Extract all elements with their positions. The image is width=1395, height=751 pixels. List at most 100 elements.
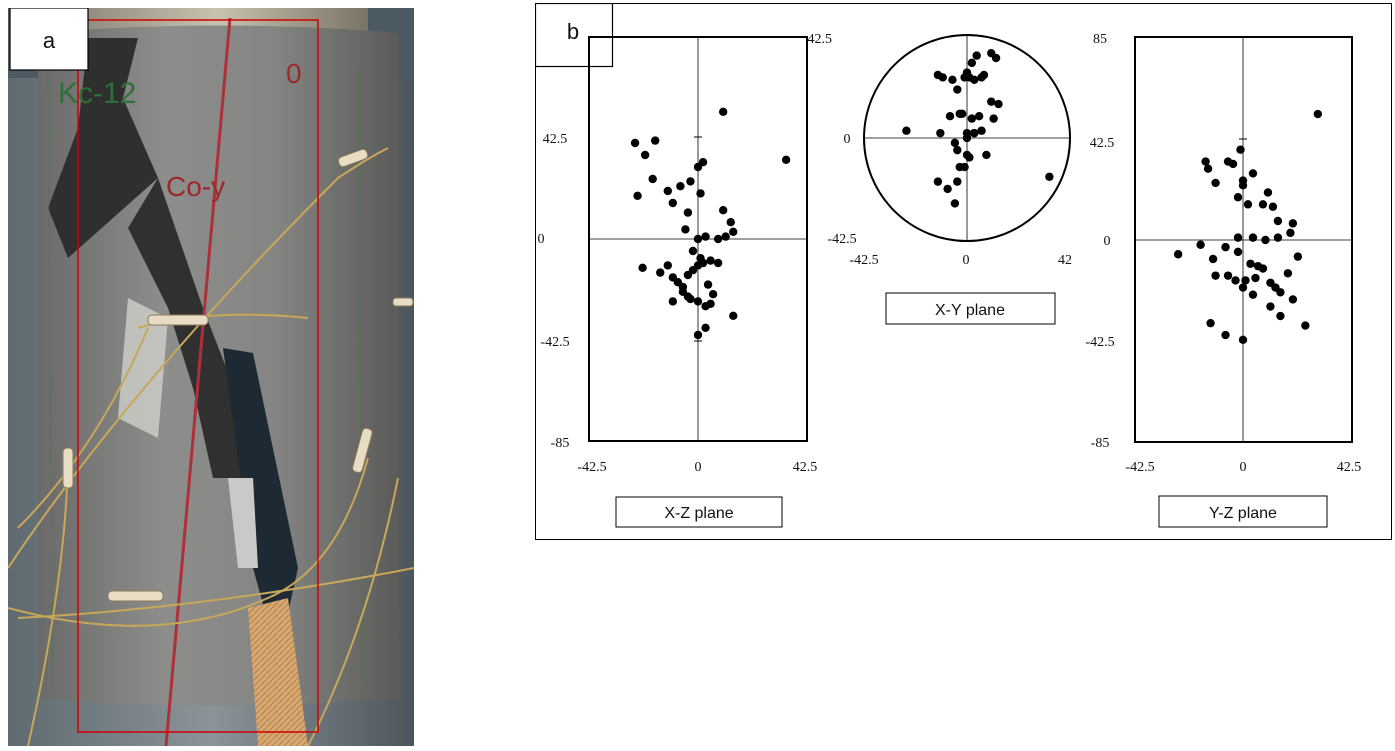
- yz-ytick: 85: [1093, 32, 1107, 47]
- xz-ae-event-point: [781, 155, 791, 164]
- panel-b-label: b: [567, 19, 579, 44]
- xy-ae-event-point: [933, 177, 943, 186]
- xz-ae-event-point: [693, 297, 703, 306]
- fracture-shear-band: [128, 178, 258, 478]
- yz-plane-label-box: [1158, 495, 1328, 528]
- xz-ae-event-point: [713, 258, 723, 268]
- guide-line-right: [357, 67, 364, 699]
- yz-ae-event-point: [1201, 157, 1210, 166]
- yz-ae-event-point: [1238, 181, 1248, 190]
- xy-corner-tick: 42.5: [808, 32, 833, 47]
- xz-ae-event-point: [701, 323, 710, 332]
- xy-ae-event-point: [994, 99, 1003, 109]
- figure-b: b -42.5 0 42.5 42.5 0 -42.5 -85 X-Z plan…: [534, 2, 1392, 540]
- yz-ae-event-point: [1273, 233, 1283, 242]
- xy-ae-event-point: [955, 109, 964, 118]
- xy-ae-event-point: [967, 114, 977, 123]
- specimen-photo: Kc-12 0 Co-y a: [7, 7, 415, 747]
- xz-xtick: 42.5: [793, 460, 818, 475]
- yz-ae-event-point: [1248, 169, 1258, 178]
- xy-ae-event-point: [965, 153, 974, 162]
- yz-ae-event-point: [1223, 157, 1233, 166]
- xz-ae-event-point: [698, 258, 708, 268]
- lvdt-probe: [228, 478, 258, 568]
- xz-ae-event-point: [683, 208, 693, 217]
- xy-ae-event-point: [948, 75, 957, 85]
- xy-ae-event-point: [953, 177, 962, 186]
- yz-ae-event-point: [1211, 271, 1220, 280]
- xz-plane-label: X-Z plane: [664, 505, 733, 522]
- yz-xtick: 42.5: [1337, 460, 1362, 475]
- xz-ae-event-point: [701, 232, 710, 241]
- xz-ae-event-point: [698, 158, 708, 167]
- yz-ae-event-point: [1236, 145, 1245, 154]
- yz-ae-event-point: [1258, 200, 1268, 209]
- yz-plane-chart: 85 42.5 0 -42.5 -85 -42.5 0 42.5 Y-Z pla…: [1085, 32, 1362, 528]
- yz-ae-event-point: [1243, 200, 1253, 209]
- yz-plot-border: [1134, 36, 1353, 443]
- yz-ytick: -42.5: [1085, 335, 1114, 350]
- yz-ae-event-point: [1233, 193, 1243, 202]
- xz-ae-event-point: [718, 107, 728, 117]
- xz-ae-event-point: [706, 256, 715, 265]
- yz-ae-event-point: [1313, 109, 1323, 119]
- panel-b-label-box: [534, 2, 614, 68]
- xz-ae-event-point: [703, 280, 713, 289]
- xy-ae-event-point: [943, 184, 952, 194]
- xz-ytick: -85: [551, 436, 570, 451]
- xy-ae-event-point: [989, 114, 998, 123]
- yz-ae-event-point: [1233, 233, 1243, 242]
- specimen-mark-axis: Co-y: [166, 171, 225, 202]
- xz-ae-event-point: [693, 234, 703, 244]
- region-of-interest-frame: [77, 19, 319, 733]
- yz-ae-event-point: [1221, 330, 1230, 340]
- yz-ytick: 42.5: [1090, 136, 1115, 151]
- xy-xtick: 0: [963, 253, 970, 268]
- panel-a-label-box: [9, 7, 89, 71]
- yz-ytick: -85: [1091, 436, 1110, 451]
- strain-gauges: [62, 148, 414, 602]
- xy-ytick: -42.5: [827, 232, 856, 247]
- yz-ae-event-point: [1241, 276, 1250, 285]
- xz-plane-chart: -42.5 0 42.5 42.5 0 -42.5 -85 X-Z plane: [538, 36, 818, 528]
- yz-ae-event-point: [1248, 290, 1258, 299]
- xy-plane-chart: 42.5 0 -42.5 -42.5 0 42 X-Y plane: [808, 32, 1072, 325]
- yz-ae-event-point: [1301, 321, 1310, 330]
- yz-ae-event-point: [1208, 254, 1218, 264]
- xy-ae-event-point: [953, 145, 962, 155]
- yz-ae-event-point: [1223, 271, 1233, 280]
- yz-ae-event-point: [1233, 247, 1243, 257]
- xz-ae-event-point: [630, 138, 640, 148]
- yz-ae-event-point: [1276, 288, 1285, 297]
- yz-ae-event-point: [1258, 264, 1268, 273]
- xy-ae-event-point: [977, 73, 986, 82]
- xz-ae-event-point: [686, 177, 695, 186]
- yz-ae-event-point: [1206, 318, 1215, 328]
- yz-ae-event-point: [1293, 252, 1303, 261]
- xy-ae-event-point: [974, 111, 984, 121]
- yz-ae-event-point: [1196, 240, 1205, 249]
- xz-ae-event-point: [648, 174, 657, 184]
- rubber-sleeve: [248, 598, 308, 746]
- specimen-mark-id: Kc-12: [58, 77, 136, 110]
- xz-ae-event-point: [729, 227, 738, 236]
- xz-plane-label-box: [615, 496, 783, 528]
- xy-xtick: 42: [1058, 253, 1072, 268]
- xy-ae-event-point: [970, 128, 979, 138]
- xz-ae-event-point: [696, 189, 705, 198]
- xz-ae-event-point: [663, 186, 672, 196]
- xz-xtick: 0: [695, 460, 702, 475]
- xy-ae-event-point: [972, 51, 981, 60]
- fracture-opening: [223, 348, 298, 658]
- xz-ae-event-point: [656, 268, 665, 277]
- yz-ae-event-point: [1261, 235, 1270, 245]
- yz-ae-event-point: [1283, 269, 1293, 278]
- fracture-upper-left: [48, 38, 158, 258]
- yz-ae-event-point: [1286, 228, 1295, 238]
- xy-ae-event-point: [960, 162, 969, 172]
- xz-ae-event-point: [706, 299, 715, 308]
- xy-ae-event-point: [938, 73, 947, 82]
- xz-ae-event-point: [668, 198, 678, 208]
- yz-ae-event-point: [1288, 219, 1298, 228]
- xz-ae-event-point: [688, 246, 698, 256]
